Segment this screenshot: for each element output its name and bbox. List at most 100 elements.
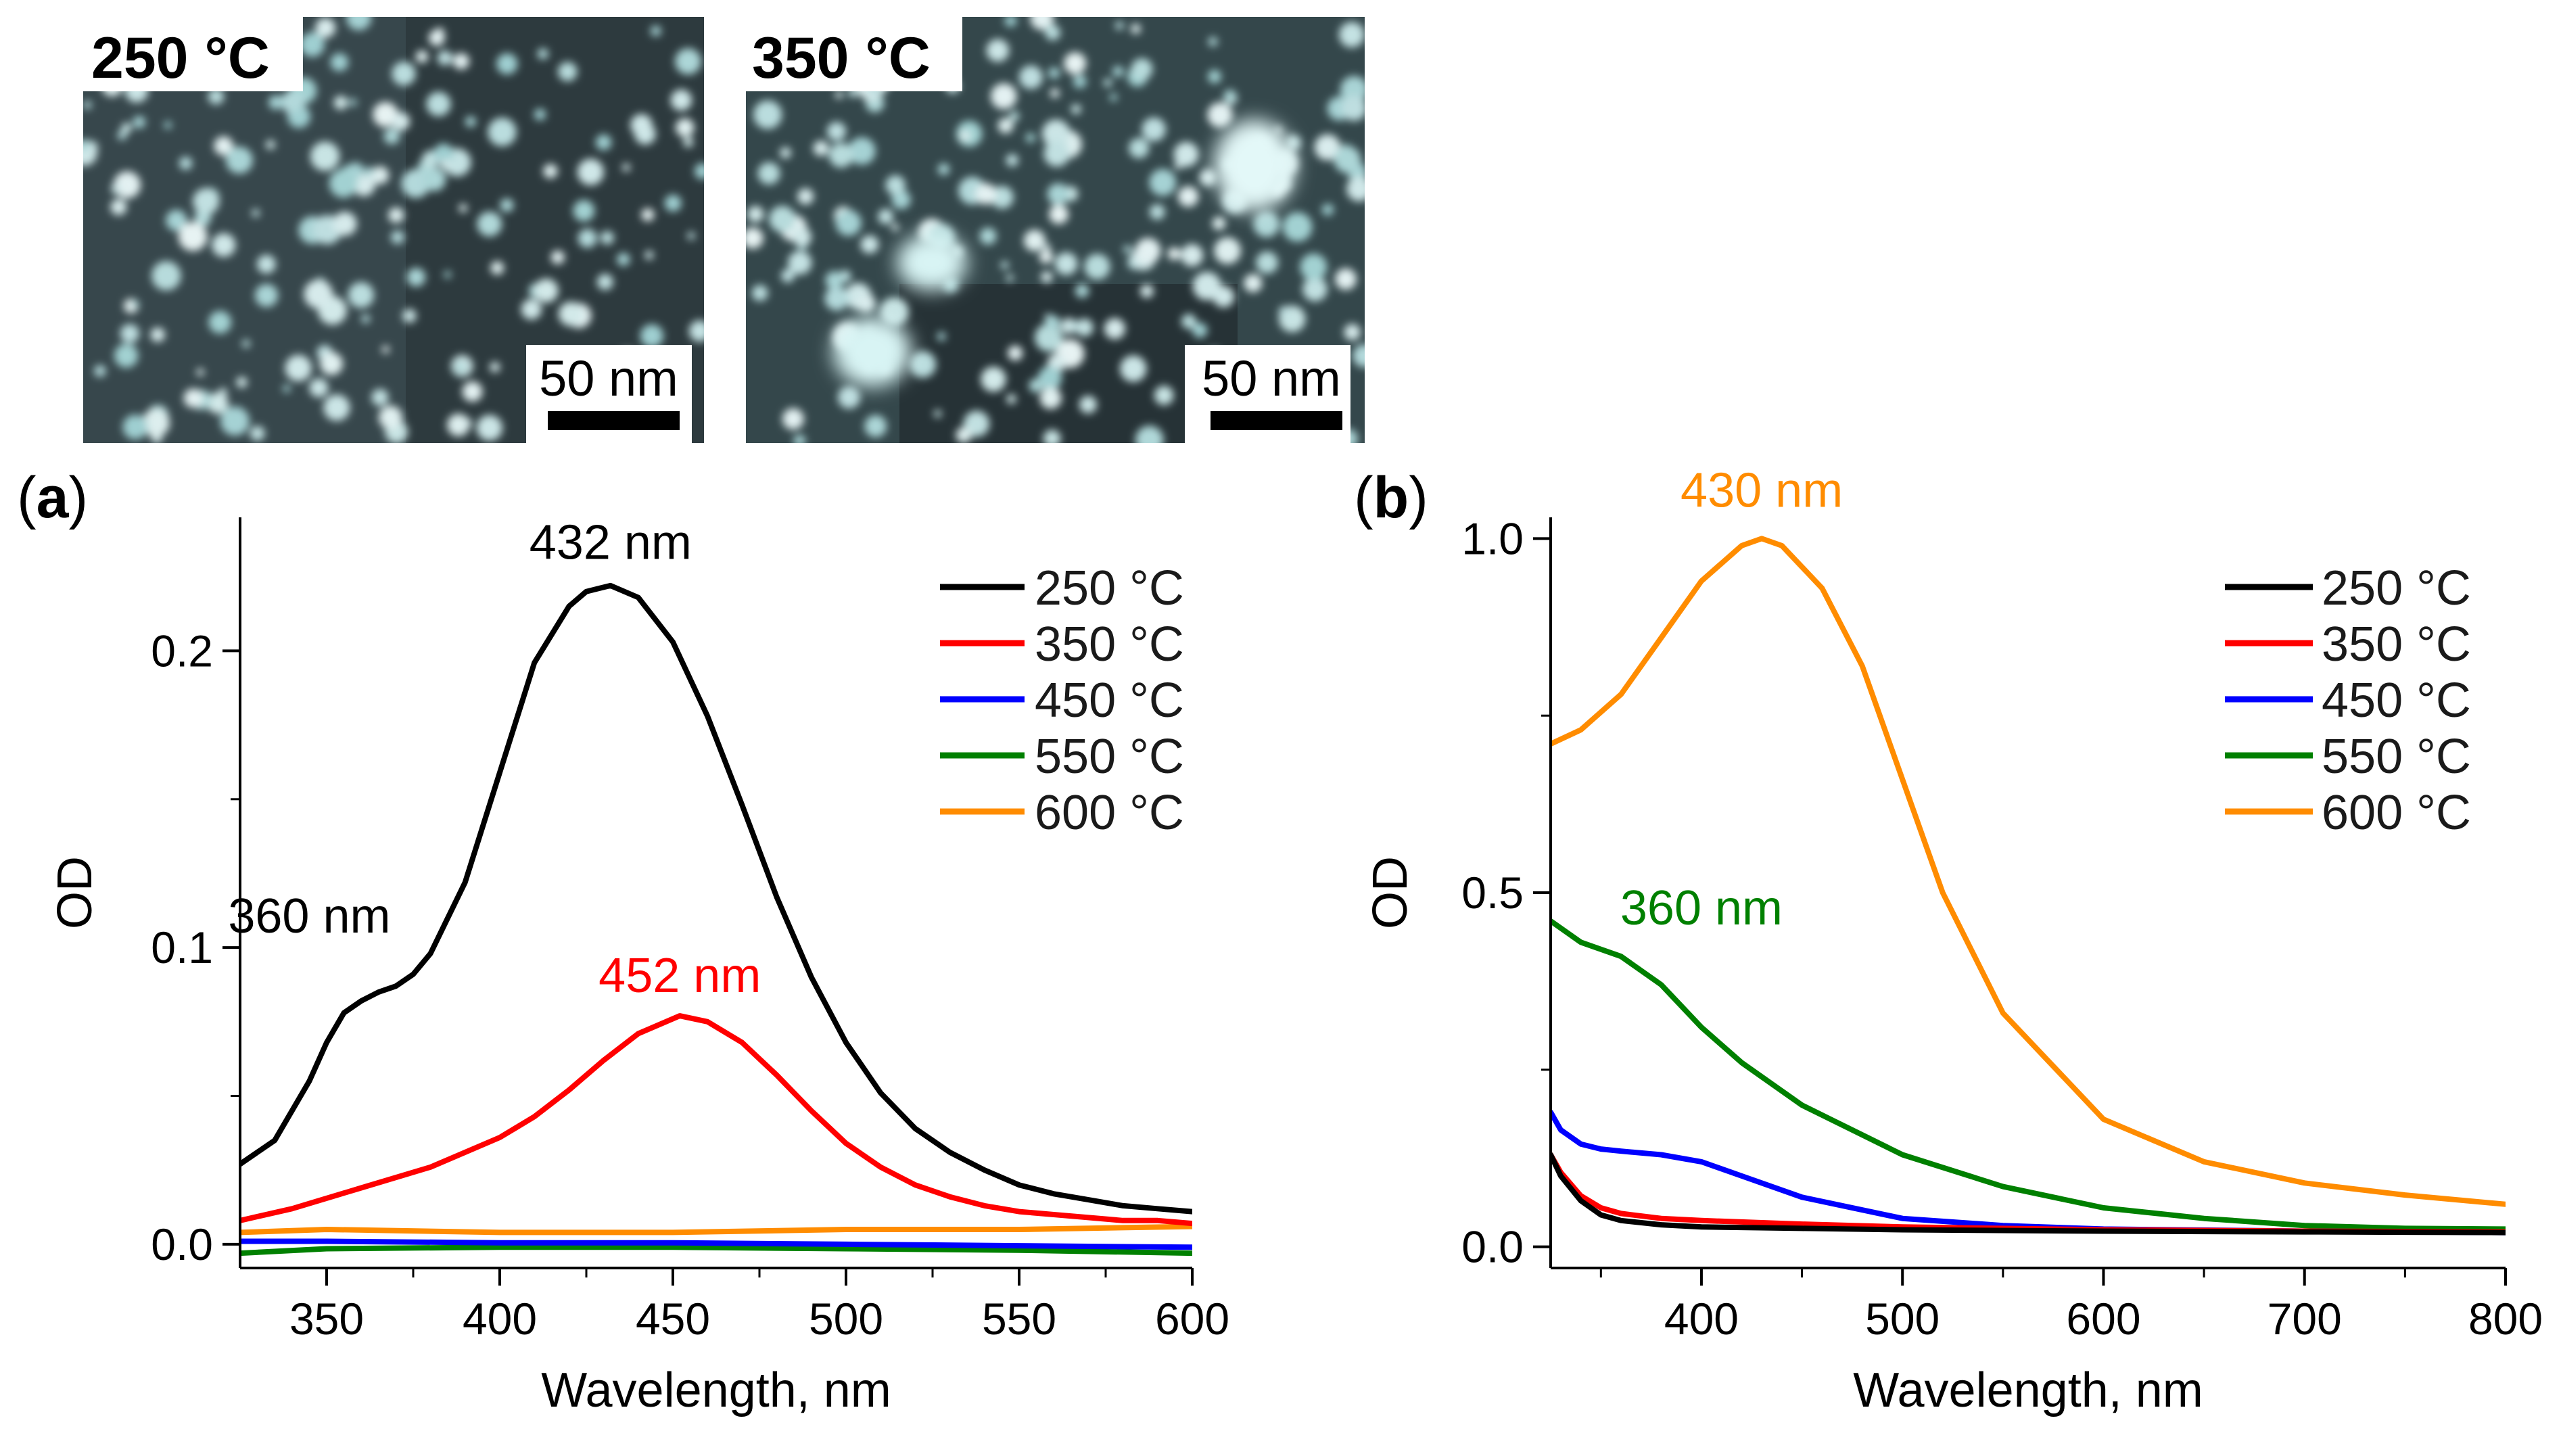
annotation-label: 430 nm bbox=[1681, 463, 1843, 517]
nanoparticle bbox=[1049, 204, 1068, 225]
nanoparticle bbox=[300, 32, 325, 57]
nanoparticle bbox=[208, 88, 225, 105]
micrograph-350-label-box: 350 °C bbox=[746, 17, 962, 91]
series-line-250 bbox=[1551, 1152, 2506, 1236]
nanoparticle bbox=[664, 194, 682, 212]
nanoparticle bbox=[558, 302, 583, 327]
nanoparticle bbox=[1212, 216, 1226, 231]
nanoparticle bbox=[860, 235, 879, 254]
nanoparticle bbox=[1341, 95, 1365, 121]
y-tick-label: 0.5 bbox=[1461, 868, 1524, 918]
nanoparticle bbox=[83, 139, 90, 151]
nanoparticle bbox=[835, 210, 862, 236]
nanoparticle bbox=[991, 185, 1014, 209]
nanoparticle bbox=[490, 261, 504, 275]
nanoparticle bbox=[440, 159, 451, 170]
micrograph-label: 350 °C bbox=[752, 26, 931, 91]
legend-label: 600 °C bbox=[2322, 786, 2471, 840]
nanoparticle bbox=[937, 163, 950, 175]
nanoparticle bbox=[196, 369, 204, 376]
nanoparticle bbox=[1039, 250, 1053, 264]
nanoparticle bbox=[361, 314, 371, 323]
nanoparticle bbox=[1135, 237, 1161, 264]
nanoparticle bbox=[462, 381, 483, 402]
nanoparticle bbox=[622, 163, 630, 172]
series-line-550 bbox=[240, 1244, 1192, 1257]
y-axis-label: OD bbox=[1363, 856, 1417, 929]
axes: 400 500 600 700 800 0.0 0.5 1.0 Wavelength, nm OD bbox=[1363, 513, 2543, 1417]
nanoparticle bbox=[1192, 323, 1208, 338]
nanoparticle bbox=[133, 116, 145, 128]
nanoparticle bbox=[1135, 425, 1164, 443]
nanoparticle bbox=[295, 107, 304, 116]
nanoparticle bbox=[1334, 146, 1361, 173]
nanoparticle bbox=[864, 415, 887, 438]
nanoparticle bbox=[433, 143, 454, 164]
nanoparticle bbox=[975, 183, 997, 205]
nanoparticle bbox=[392, 62, 416, 86]
nanoparticle bbox=[309, 378, 329, 398]
nanoparticle bbox=[1300, 253, 1328, 281]
nanoparticle bbox=[981, 367, 1006, 392]
nanoparticle bbox=[131, 300, 139, 308]
nanoparticle bbox=[595, 134, 612, 151]
legend-label: 250 °C bbox=[2322, 561, 2471, 615]
legend-label: 350 °C bbox=[1035, 617, 1184, 672]
nanoparticle bbox=[534, 108, 546, 120]
nanoparticle bbox=[1048, 67, 1060, 79]
nanoparticle bbox=[826, 122, 847, 141]
nanoparticle bbox=[183, 388, 203, 408]
nanoparticle bbox=[315, 18, 336, 38]
nanoparticle bbox=[687, 232, 695, 240]
nanoparticle bbox=[1344, 324, 1361, 341]
nanoparticle bbox=[1154, 385, 1174, 405]
legend-label: 550 °C bbox=[1035, 730, 1184, 784]
scale-label: 50 nm bbox=[1202, 350, 1341, 406]
nanoparticle bbox=[1112, 66, 1124, 77]
chart-panel-b: (b) 400 500 600 700 800 0.0 0.5 1.0 Wavelength, … bbox=[1354, 463, 2543, 1417]
y-tick-label: 1.0 bbox=[1461, 513, 1524, 563]
nanoparticle bbox=[1131, 24, 1141, 34]
nanoparticle bbox=[1045, 315, 1060, 331]
nanoparticle bbox=[220, 406, 250, 436]
nanoparticle bbox=[1140, 284, 1154, 298]
nanoparticle bbox=[1149, 168, 1177, 196]
nanoparticle bbox=[1035, 323, 1063, 352]
chart-panel-a: (a) 350 400 450 500 550 600 0.0 0.1 0.2 Wavelengt… bbox=[17, 465, 1229, 1417]
nanoparticle bbox=[1043, 141, 1070, 167]
nanoparticle bbox=[1208, 37, 1218, 47]
nanoparticle bbox=[1321, 204, 1334, 216]
nanoparticle bbox=[885, 175, 906, 195]
nanoparticle bbox=[1075, 319, 1094, 337]
y-tick-label: 0.0 bbox=[1461, 1222, 1524, 1272]
nanoparticle bbox=[746, 227, 763, 249]
nanoparticle bbox=[747, 206, 764, 222]
nanoparticle bbox=[640, 324, 664, 348]
nanoparticle bbox=[1023, 229, 1045, 252]
nanoparticle bbox=[477, 211, 502, 237]
scale-bar-2: 50 nm bbox=[1185, 345, 1350, 443]
nanoparticle bbox=[1302, 277, 1328, 302]
nanoparticle bbox=[488, 117, 517, 147]
nanoparticle bbox=[476, 415, 503, 441]
nanoparticle bbox=[310, 141, 340, 171]
nanoparticle bbox=[550, 250, 565, 264]
nanoparticle bbox=[1006, 274, 1014, 282]
nanoparticle bbox=[1115, 21, 1124, 30]
nanoparticle bbox=[444, 271, 452, 279]
nanoparticle bbox=[150, 327, 165, 342]
nanoparticle bbox=[219, 388, 227, 396]
nanoparticle bbox=[1029, 379, 1043, 393]
nanoparticle bbox=[250, 425, 265, 441]
nanoparticle bbox=[453, 360, 467, 375]
nanoparticle bbox=[117, 131, 127, 140]
nanoparticle bbox=[1025, 133, 1035, 143]
nanoparticle bbox=[346, 17, 372, 30]
nanoparticle bbox=[577, 158, 605, 185]
nanoparticle bbox=[402, 308, 417, 323]
nanoparticle bbox=[207, 392, 229, 414]
annotation-label: 452 nm bbox=[598, 949, 761, 1003]
nanoparticle bbox=[688, 320, 704, 342]
nanoparticle bbox=[120, 324, 139, 344]
